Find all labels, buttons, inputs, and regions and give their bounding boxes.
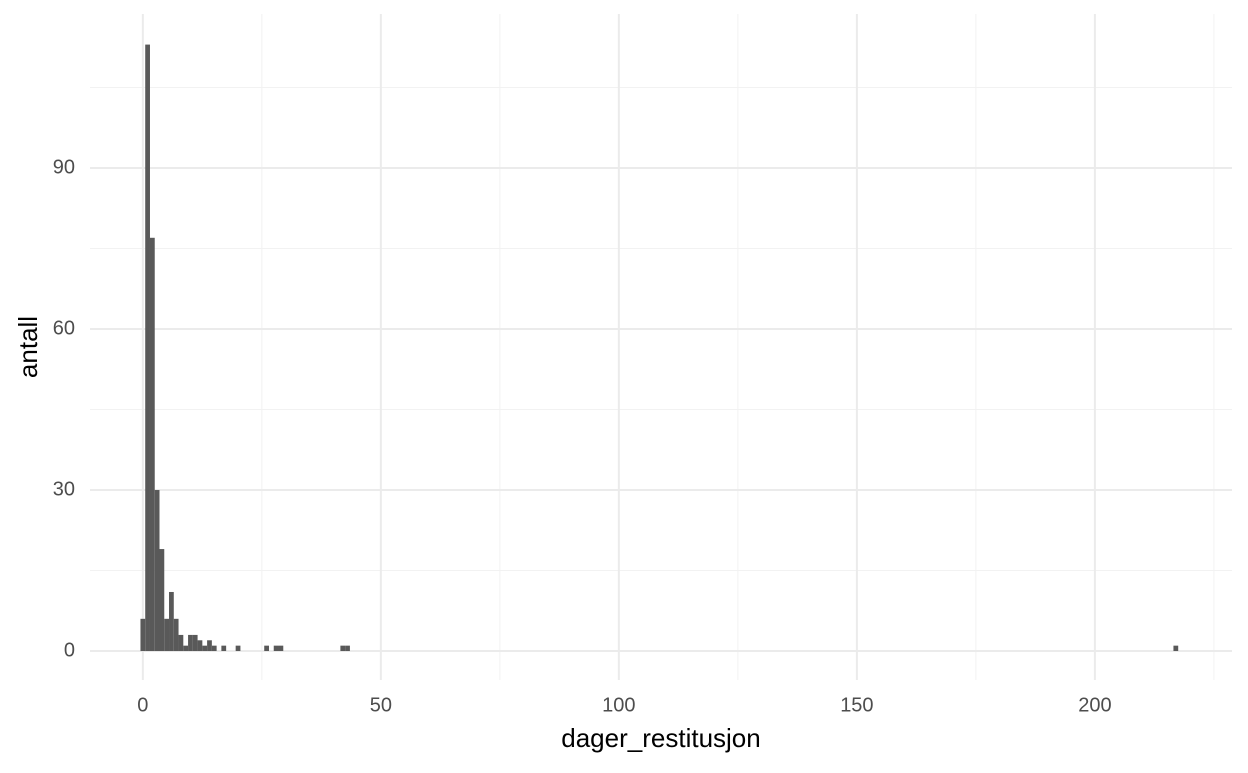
bar [140,618,146,652]
bar [192,634,198,652]
bar [145,44,150,652]
bar [188,634,193,652]
bar [169,591,174,652]
bar [178,634,184,652]
bar [202,645,208,652]
bar [278,645,284,652]
bar [221,645,227,652]
bar [207,640,212,652]
bar [173,618,179,652]
bar [197,640,203,652]
y-tick-label: 0 [64,639,75,661]
bar [273,645,279,652]
y-axis-title: antall [13,316,43,378]
x-tick-label: 100 [602,694,635,716]
y-tick-label: 90 [53,156,75,178]
bar [149,237,155,652]
x-tick-label: 150 [840,694,873,716]
bar [183,645,189,652]
grid [90,14,1232,680]
bar [264,645,269,652]
x-tick-label: 200 [1078,694,1111,716]
bar [154,490,160,652]
x-tick-label: 0 [137,694,148,716]
bars [140,44,1179,652]
bar [211,645,217,652]
bar [345,645,350,652]
y-tick-label: 30 [53,478,75,500]
bar [340,645,346,652]
bar [235,645,241,652]
bar [1173,645,1179,652]
x-tick-label: 50 [370,694,392,716]
x-axis-title: dager_restitusjon [561,723,760,753]
bar [164,618,170,652]
bar [159,549,165,652]
y-tick-label: 60 [53,317,75,339]
